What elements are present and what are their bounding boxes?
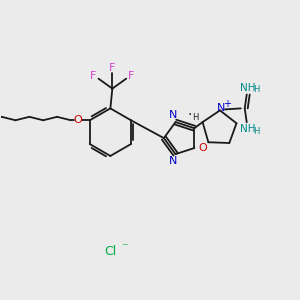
Text: N: N bbox=[169, 110, 178, 120]
Text: H: H bbox=[254, 127, 260, 136]
Text: O: O bbox=[198, 143, 207, 153]
Text: O: O bbox=[74, 115, 82, 125]
Text: ·: · bbox=[188, 108, 192, 122]
Text: NH: NH bbox=[240, 82, 256, 93]
Text: NH: NH bbox=[240, 124, 256, 134]
Text: Cl: Cl bbox=[104, 244, 116, 258]
Text: ⁻: ⁻ bbox=[121, 242, 128, 255]
Text: F: F bbox=[90, 71, 97, 81]
Text: N: N bbox=[217, 103, 225, 113]
Text: N: N bbox=[169, 156, 178, 166]
Text: H: H bbox=[254, 85, 260, 94]
Text: H: H bbox=[193, 113, 199, 122]
Text: +: + bbox=[223, 99, 231, 110]
Text: F: F bbox=[109, 63, 116, 73]
Text: F: F bbox=[128, 71, 134, 81]
